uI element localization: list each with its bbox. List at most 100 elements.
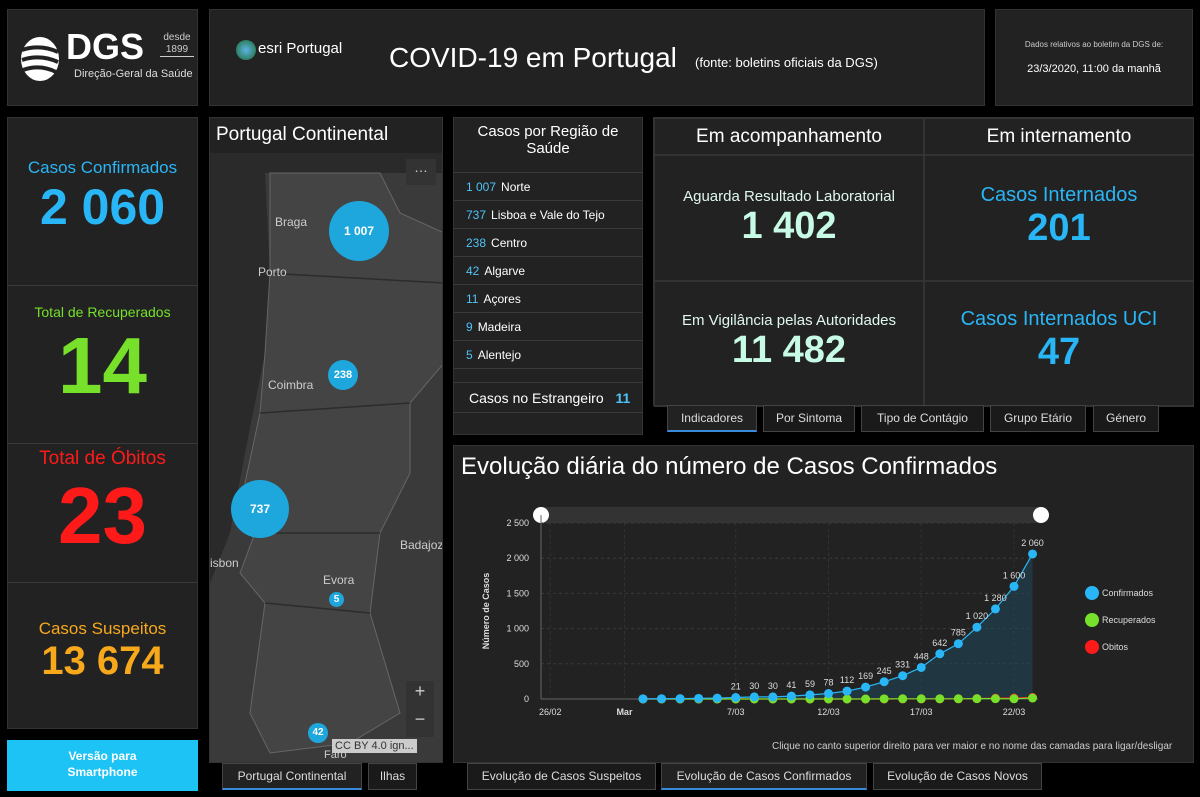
- data-point-confirmados: [953, 639, 963, 649]
- cluster-centro[interactable]: 238: [328, 360, 358, 390]
- cluster-norte[interactable]: 1 007: [329, 201, 389, 261]
- indicator-label: Em Vigilância pelas Autoridades: [681, 312, 897, 329]
- tab-indicadores[interactable]: Indicadores: [667, 405, 757, 432]
- region-row[interactable]: 9 Madeira: [454, 313, 642, 341]
- zoom-out-button[interactable]: −: [406, 709, 434, 737]
- map-title: Portugal Continental: [216, 124, 389, 145]
- cluster-algarve[interactable]: 42: [308, 723, 328, 743]
- stat-deaths: Total de Óbitos 23: [8, 444, 197, 583]
- legend-label: Recuperados: [1102, 615, 1156, 625]
- data-point-confirmados: [731, 693, 741, 703]
- data-point-recuperados: [842, 694, 852, 704]
- legend-label: Obitos: [1102, 642, 1129, 652]
- abroad-row: Casos no Estrangeiro 11: [454, 383, 642, 413]
- data-point-confirmados: [972, 622, 982, 632]
- y-tick-label: 500: [514, 659, 529, 669]
- city-label: Braga: [275, 215, 308, 229]
- data-point-recuperados: [972, 694, 982, 704]
- data-label: 30: [768, 681, 778, 691]
- series-line-recuperados: [643, 697, 1033, 700]
- indicator-value: 11 482: [731, 329, 847, 371]
- region-row[interactable]: 737 Lisboa e Vale do Tejo: [454, 201, 642, 229]
- stat-value: 2 060: [39, 179, 166, 235]
- chart-svg: 0 500 1 000 1 500 2 000 2 500 26/02 Mar 7/03 12/0…: [481, 507, 1156, 717]
- region-row[interactable]: 1 007 Norte: [454, 173, 642, 201]
- stat-suspected: Casos Suspeitos 13 674: [8, 583, 197, 730]
- region-count: 11: [466, 292, 479, 306]
- title-panel: esri Portugal COVID-19 em Portugal (font…: [209, 9, 985, 106]
- stat-confirmed: Casos Confirmados 2 060: [8, 118, 197, 286]
- range-slider-handle[interactable]: [1033, 507, 1049, 523]
- indicator-label: Casos Internados: [980, 184, 1138, 206]
- region-count: 9: [466, 320, 473, 334]
- data-point-recuperados: [935, 694, 945, 704]
- map-more-button[interactable]: …: [406, 159, 436, 185]
- data-point-confirmados: [694, 693, 704, 703]
- series-line-confirmados: [642, 553, 1034, 700]
- region-row[interactable]: 42 Algarve: [454, 257, 642, 285]
- cluster-alentejo[interactable]: 5: [329, 592, 344, 607]
- data-label: 21: [731, 682, 741, 692]
- regions-panel: Casos por Região de Saúde 1 007 Norte 737 L…: [453, 117, 643, 435]
- data-label: 448: [914, 651, 929, 661]
- date-value: 23/3/2020, 11:00 da manhã: [1027, 63, 1161, 75]
- dgs-subtitle: Direção-Geral da Saúde: [74, 68, 193, 80]
- map-attribution[interactable]: CC BY 4.0 ign...: [332, 739, 417, 753]
- region-count: 5: [466, 348, 473, 362]
- chart-panel: Evolução diária do número de Casos Confi…: [453, 445, 1194, 763]
- stat-label: Casos Suspeitos: [38, 619, 167, 638]
- indicator-lab: Aguarda Resultado Laboratorial 1 402: [654, 155, 924, 281]
- y-tick-label: 2 000: [506, 553, 529, 563]
- tab-casos-suspeitos[interactable]: Evolução de Casos Suspeitos: [467, 763, 656, 790]
- data-point-confirmados: [935, 649, 945, 659]
- data-point-confirmados: [824, 689, 833, 699]
- indicators-panel: Em acompanhamento Em internamento Aguard…: [653, 117, 1194, 407]
- abroad-value: 11: [615, 390, 631, 406]
- regions-title: Casos por Região de Saúde: [454, 118, 642, 173]
- legend-label: Confirmados: [1102, 588, 1154, 598]
- tab-casos-novos[interactable]: Evolução de Casos Novos: [873, 763, 1042, 790]
- col-header: Em internamento: [924, 118, 1194, 155]
- data-point-confirmados: [657, 694, 667, 704]
- region-name: Lisboa e Vale do Tejo: [491, 208, 605, 222]
- tab-tipo-contagio[interactable]: Tipo de Contágio: [861, 405, 984, 432]
- data-label: 785: [951, 628, 966, 638]
- region-row[interactable]: 11 Açores: [454, 285, 642, 313]
- tab-casos-confirmados[interactable]: Evolução de Casos Confirmados: [661, 763, 867, 790]
- data-point-recuperados: [898, 694, 908, 704]
- region-count: 737: [466, 208, 487, 222]
- data-point-confirmados: [842, 686, 852, 696]
- date-label: Dados relativos ao boletim da DGS de:: [1024, 40, 1164, 49]
- cluster-lisboa[interactable]: 737: [231, 480, 289, 538]
- data-label: 2 060: [1021, 538, 1044, 548]
- data-label: 30: [749, 681, 759, 691]
- data-point-confirmados: [1028, 549, 1038, 559]
- tab-genero[interactable]: Género: [1093, 405, 1159, 432]
- tab-por-sintoma[interactable]: Por Sintoma: [763, 405, 855, 432]
- region-count: 1 007: [466, 180, 497, 194]
- region-row[interactable]: 5 Alentejo: [454, 341, 642, 369]
- indicator-value: 1 402: [741, 205, 837, 247]
- data-point-confirmados: [768, 692, 778, 702]
- zoom-in-button[interactable]: +: [406, 681, 434, 709]
- smartphone-version-button[interactable]: Versão para Smartphone: [7, 740, 198, 791]
- data-point-confirmados: [861, 682, 871, 692]
- date-panel: Dados relativos ao boletim da DGS de: 23…: [995, 9, 1193, 106]
- region-name: Açores: [483, 292, 521, 306]
- region-count: 238: [466, 236, 487, 250]
- x-tick-label: 7/03: [727, 707, 745, 717]
- map-canvas[interactable]: … Braga Porto Coimbra Evora Badajoz isbo…: [210, 153, 442, 762]
- region-name: Centro: [491, 236, 528, 250]
- data-label: 59: [805, 679, 815, 689]
- page-title: COVID-19 em Portugal: [389, 42, 677, 73]
- x-tick-label: 17/03: [910, 707, 933, 717]
- stat-label: Total de Óbitos: [39, 448, 166, 469]
- tab-portugal-continental[interactable]: Portugal Continental: [222, 763, 362, 790]
- data-point-confirmados: [1009, 581, 1019, 591]
- y-tick-label: 1 000: [506, 624, 529, 634]
- tab-ilhas[interactable]: Ilhas: [368, 763, 417, 790]
- data-label: 245: [877, 666, 892, 676]
- region-row[interactable]: 238 Centro: [454, 229, 642, 257]
- tab-grupo-etario[interactable]: Grupo Etário: [990, 405, 1086, 432]
- chart-note: Clique no canto superior direito para ve…: [772, 741, 1173, 752]
